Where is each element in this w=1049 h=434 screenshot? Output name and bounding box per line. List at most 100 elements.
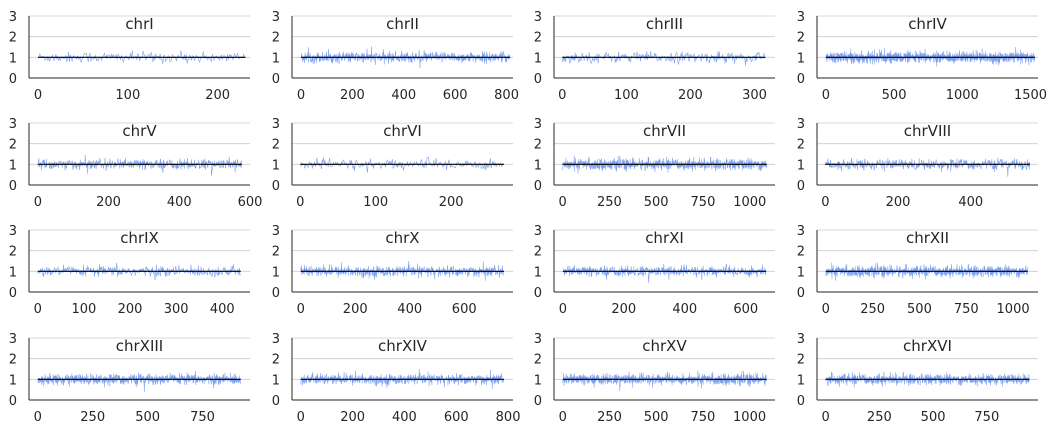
y-tick-label: 0	[797, 394, 805, 409]
y-tick-label: 3	[272, 117, 280, 132]
x-tick-label: 800	[494, 88, 519, 103]
panel-chrIV: 0 1 2 3 0 500 1000 1500 chrIV	[797, 10, 1047, 103]
y-tick-label: 3	[534, 117, 542, 132]
x-tick-label: 0	[822, 88, 830, 103]
x-tick-label: 0	[297, 302, 305, 317]
coverage-series	[562, 51, 766, 66]
x-tick-label: 250	[860, 302, 885, 317]
panel-title: chrXV	[642, 337, 687, 355]
coverage-series	[37, 370, 241, 392]
x-tick-label: 400	[167, 195, 192, 210]
x-tick-label: 0	[296, 195, 304, 210]
coverage-series	[825, 157, 1030, 177]
x-tick-label: 250	[80, 410, 105, 425]
x-tick-label: 0	[558, 88, 566, 103]
y-tick-label: 2	[797, 31, 805, 46]
y-tick-label: 3	[797, 10, 805, 25]
x-tick-label: 0	[34, 302, 42, 317]
x-tick-label: 800	[496, 410, 521, 425]
y-tick-label: 3	[272, 332, 280, 347]
x-tick-label: 1500	[1014, 88, 1047, 103]
x-tick-label: 1000	[733, 195, 766, 210]
panel-chrVIII: 0 1 2 3 0 200 400 chrVIII	[797, 117, 1038, 210]
x-tick-label: 600	[443, 88, 468, 103]
panel-title: chrXII	[906, 229, 949, 247]
y-tick-label: 1	[534, 51, 542, 66]
y-tick-label: 3	[534, 10, 542, 25]
x-tick-label: 0	[821, 410, 829, 425]
panel-chrXII: 0 1 2 3 0 250 500 750 1000 chrXII	[797, 224, 1038, 317]
panel-title: chrVIII	[904, 122, 951, 140]
x-tick-label: 200	[343, 302, 368, 317]
panel-chrX: 0 1 2 3 0 200 400 600 chrX	[272, 224, 513, 317]
panel-title: chrIX	[120, 229, 159, 247]
y-tick-label: 2	[797, 245, 805, 260]
panel-title: chrXVI	[903, 337, 952, 355]
x-tick-label: 1000	[997, 302, 1030, 317]
x-tick-label: 1000	[946, 88, 979, 103]
x-tick-label: 750	[691, 195, 716, 210]
x-tick-label: 200	[118, 302, 143, 317]
y-tick-label: 1	[534, 158, 542, 173]
y-tick-label: 3	[797, 332, 805, 347]
y-tick-label: 3	[9, 117, 17, 132]
y-tick-label: 0	[797, 179, 805, 194]
x-tick-label: 250	[597, 195, 622, 210]
x-tick-label: 400	[392, 410, 417, 425]
x-tick-label: 500	[135, 410, 160, 425]
panel-chrVII: 0 1 2 3 0 250 500 750 1000 chrVII	[534, 117, 775, 210]
x-tick-label: 750	[974, 410, 999, 425]
x-tick-label: 500	[644, 195, 669, 210]
y-tick-label: 3	[797, 117, 805, 132]
x-tick-label: 0	[34, 410, 42, 425]
x-tick-label: 100	[115, 88, 140, 103]
x-tick-label: 750	[190, 410, 215, 425]
y-tick-label: 2	[9, 245, 17, 260]
panel-title: chrII	[386, 15, 419, 33]
y-tick-label: 0	[534, 72, 542, 87]
y-tick-label: 2	[272, 31, 280, 46]
y-tick-label: 0	[272, 286, 280, 301]
y-tick-label: 0	[272, 394, 280, 409]
panel-chrII: 0 1 2 3 0 200 400 600 800 chrII	[272, 10, 519, 103]
y-tick-label: 1	[9, 51, 17, 66]
panel-title: chrXIII	[116, 337, 163, 355]
y-tick-label: 1	[9, 265, 17, 280]
coverage-series	[37, 154, 242, 176]
y-tick-label: 2	[534, 353, 542, 368]
x-tick-label: 200	[96, 195, 121, 210]
y-tick-label: 1	[9, 373, 17, 388]
panel-title: chrV	[122, 122, 157, 140]
y-tick-label: 3	[797, 224, 805, 239]
y-tick-label: 1	[534, 265, 542, 280]
y-tick-label: 1	[272, 265, 280, 280]
y-tick-label: 3	[272, 224, 280, 239]
panel-chrV: 0 1 2 3 0 200 400 600 chrV	[9, 117, 263, 210]
x-tick-label: 500	[882, 88, 907, 103]
panel-title: chrVI	[383, 122, 422, 140]
coverage-series	[825, 47, 1036, 67]
panel-title: chrI	[125, 15, 153, 33]
y-tick-label: 3	[9, 332, 17, 347]
y-tick-label: 2	[797, 353, 805, 368]
x-tick-label: 500	[907, 302, 932, 317]
y-tick-label: 1	[272, 51, 280, 66]
x-tick-label: 600	[238, 195, 263, 210]
x-tick-label: 300	[742, 88, 767, 103]
x-tick-label: 200	[886, 195, 911, 210]
x-tick-label: 0	[34, 195, 42, 210]
y-tick-label: 3	[534, 332, 542, 347]
x-tick-label: 250	[597, 410, 622, 425]
x-tick-label: 500	[921, 410, 946, 425]
x-tick-label: 750	[954, 302, 979, 317]
panel-title: chrIV	[908, 15, 947, 33]
x-tick-label: 0	[558, 195, 566, 210]
panel-chrXIV: 0 1 2 3 0 200 400 600 800 chrXIV	[272, 332, 521, 425]
y-tick-label: 2	[797, 138, 805, 153]
y-tick-label: 2	[534, 245, 542, 260]
coverage-series	[562, 263, 767, 283]
panel-chrXVI: 0 1 2 3 0 250 500 750 chrXVI	[797, 332, 1038, 425]
y-tick-label: 0	[272, 179, 280, 194]
x-tick-label: 200	[205, 88, 230, 103]
y-tick-label: 2	[272, 353, 280, 368]
